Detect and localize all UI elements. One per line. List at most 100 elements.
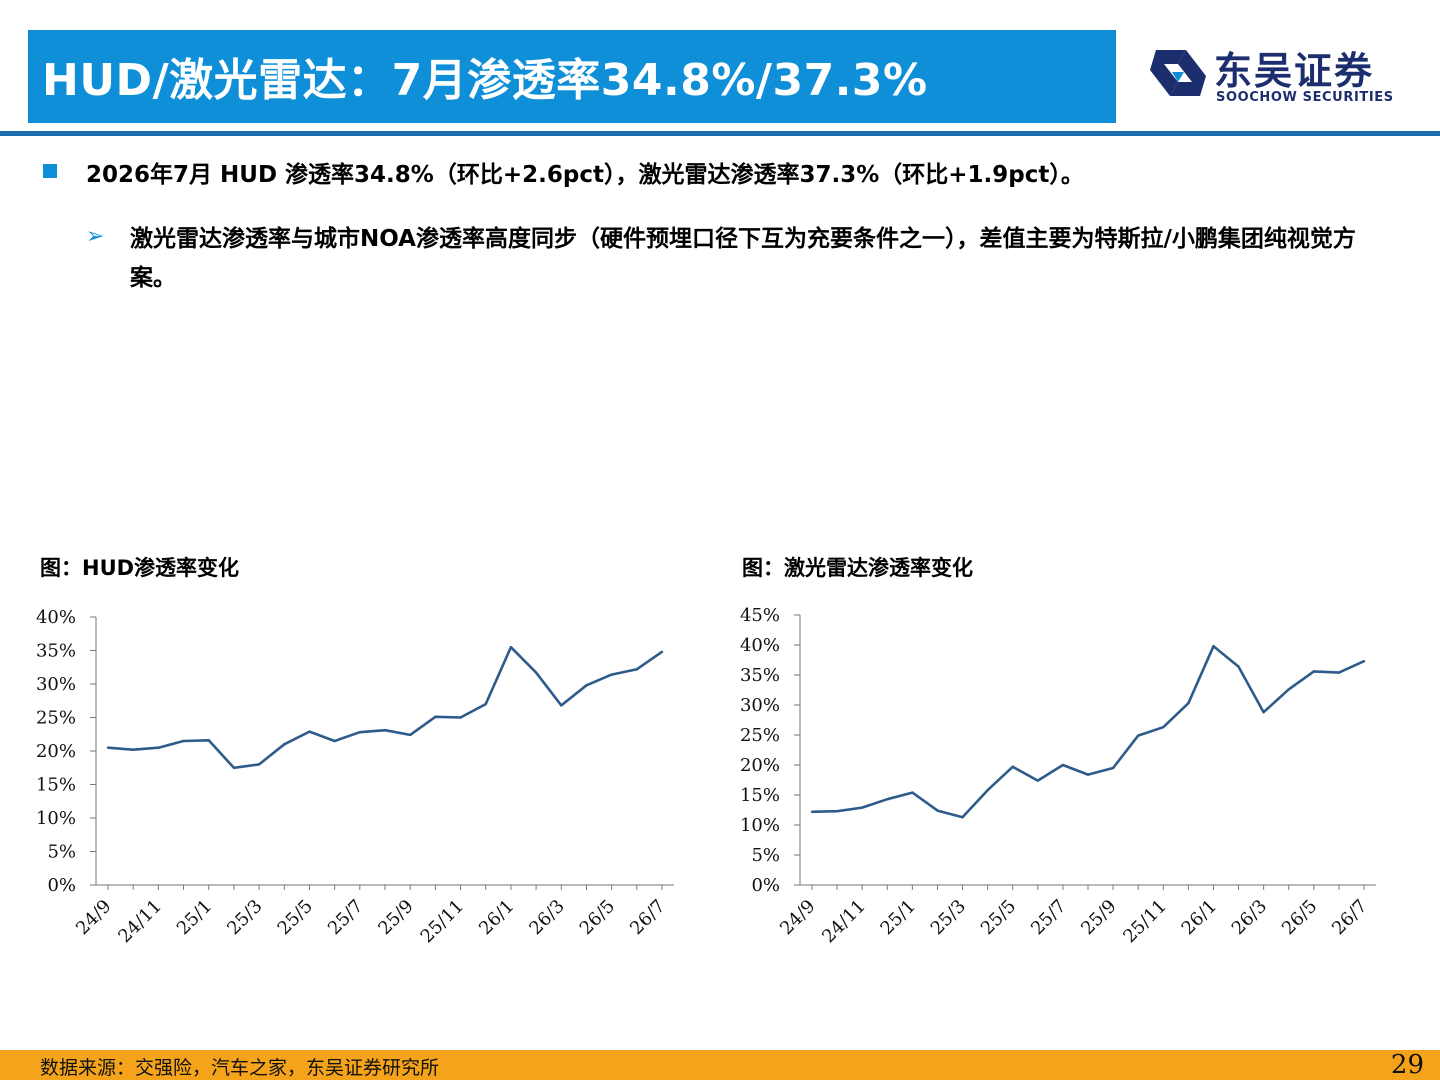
header-divider bbox=[0, 131, 1440, 136]
data-point bbox=[1111, 766, 1115, 770]
data-point bbox=[131, 748, 135, 751]
lidar-chart-svg: 0%5%10%15%20%25%30%35%40%45%24/924/11 25/… bbox=[740, 605, 1376, 948]
data-point bbox=[459, 716, 462, 719]
x-tick-label: 25/9 bbox=[374, 896, 417, 939]
data-point bbox=[961, 816, 964, 819]
data-point bbox=[534, 671, 538, 674]
data-point bbox=[1362, 660, 1366, 663]
page-title: HUD/激光雷达：7月渗透率34.8%/37.3% bbox=[42, 55, 928, 106]
data-point bbox=[509, 645, 513, 649]
x-tick-label: 25/5 bbox=[274, 896, 317, 939]
data-point bbox=[333, 739, 336, 743]
data-point bbox=[1262, 711, 1265, 714]
bullet-square-icon bbox=[43, 164, 57, 178]
y-tick-label: 35% bbox=[36, 641, 76, 662]
y-tick-label: 10% bbox=[740, 815, 780, 836]
data-point bbox=[835, 810, 839, 813]
y-tick-label: 15% bbox=[740, 785, 780, 806]
x-tick-label: 25/11 bbox=[417, 896, 469, 948]
series-line bbox=[811, 644, 1365, 819]
hud-chart: 0% 5% 10% 15% 20% 25% 30% 35% 40% 24/9 24/11 25/1 25… bbox=[22, 595, 694, 967]
lidar-chart: 0% 5% 10% 15% 20% 25% 30% 35% 40% 45% 24/9 24/11 25/… bbox=[726, 595, 1394, 967]
y-tick-label: 40% bbox=[740, 635, 780, 656]
company-logo: 东吴证券 SOOCHOW SECURITIES bbox=[1148, 40, 1418, 110]
footer-bar: 数据来源：交强险，汽车之家，东吴证券研究所 29 bbox=[0, 1050, 1440, 1080]
data-point bbox=[283, 743, 286, 746]
y-tick-label: 15% bbox=[36, 775, 76, 796]
y-tick-label: 20% bbox=[740, 755, 780, 776]
x-tick-label: 26/3 bbox=[525, 896, 568, 939]
data-point bbox=[1287, 688, 1290, 691]
data-point bbox=[207, 739, 210, 742]
data-point bbox=[1337, 671, 1341, 674]
logo-text-en: SOOCHOW SECURITIES bbox=[1216, 90, 1394, 105]
data-point bbox=[585, 684, 588, 687]
soochow-logo-icon bbox=[1150, 50, 1206, 96]
data-point bbox=[434, 715, 437, 719]
y-tick-label: 20% bbox=[36, 741, 76, 762]
x-tick-label: 25/3 bbox=[927, 896, 970, 939]
chart-title-hud: 图：HUD渗透率变化 bbox=[40, 556, 240, 580]
y-tick-label: 10% bbox=[36, 808, 76, 829]
sub-bullet: 激光雷达渗透率与城市NOA渗透率高度同步（硬件预埋口径下互为充要条件之一），差值… bbox=[130, 226, 1356, 291]
series-line bbox=[107, 645, 663, 770]
title-bar: HUD/激光雷达：7月渗透率34.8%/37.3% bbox=[28, 30, 1116, 123]
sub-bullet-arrow-icon: ➢ bbox=[86, 224, 105, 249]
data-point bbox=[308, 730, 311, 733]
data-point bbox=[1187, 702, 1190, 705]
chart-title-lidar: 图：激光雷达渗透率变化 bbox=[742, 556, 973, 580]
x-tick-label: 26/5 bbox=[1278, 896, 1321, 939]
data-point bbox=[986, 789, 989, 792]
x-tick-label: 26/5 bbox=[576, 896, 619, 939]
data-point bbox=[1086, 773, 1090, 776]
x-tick-label: 26/1 bbox=[475, 896, 518, 939]
data-point bbox=[860, 806, 864, 809]
y-tick-label: 0% bbox=[47, 875, 76, 896]
x-tick-label: 25/7 bbox=[324, 896, 367, 939]
page-number: 29 bbox=[1390, 1050, 1424, 1080]
x-tick-label: 25/9 bbox=[1077, 896, 1120, 939]
x-tick-label: 26/7 bbox=[626, 896, 669, 939]
x-tick-label: 26/3 bbox=[1228, 896, 1271, 939]
main-bullet: 2026年7月 HUD 渗透率34.8%（环比+2.6pct），激光雷达渗透率3… bbox=[86, 162, 1084, 188]
x-tick-label: 25/3 bbox=[223, 896, 266, 939]
x-tick-label: 24/9 bbox=[72, 896, 115, 939]
data-point bbox=[560, 704, 563, 707]
x-tick-label: 25/7 bbox=[1027, 896, 1070, 939]
data-point bbox=[1136, 734, 1140, 737]
y-tick-label: 40% bbox=[36, 607, 76, 628]
y-tick-label: 25% bbox=[740, 725, 780, 746]
y-tick-label: 45% bbox=[740, 605, 780, 626]
data-point bbox=[106, 746, 110, 749]
x-tick-label: 24/9 bbox=[776, 896, 819, 939]
data-point bbox=[182, 739, 185, 743]
data-point bbox=[810, 810, 814, 813]
data-point bbox=[1162, 726, 1165, 729]
data-point bbox=[408, 733, 412, 737]
hud-chart-svg: 0%5%10%15%20%25%30%35%40%24/924/11 25/1 25… bbox=[36, 607, 674, 948]
x-tick-label: 25/11 bbox=[1119, 896, 1171, 948]
data-point bbox=[610, 673, 613, 676]
logo-text-cn: 东吴证券 bbox=[1214, 49, 1375, 93]
data-point bbox=[911, 791, 914, 794]
data-point bbox=[358, 731, 362, 734]
x-tick-label: 25/1 bbox=[876, 896, 919, 939]
data-point bbox=[232, 766, 236, 769]
data-point bbox=[1036, 779, 1040, 782]
data-point bbox=[1061, 763, 1065, 767]
x-tick-label: 24/11 bbox=[818, 896, 870, 948]
x-tick-label: 26/7 bbox=[1328, 896, 1371, 939]
data-point bbox=[157, 746, 160, 749]
data-point bbox=[1312, 670, 1316, 673]
data-point bbox=[383, 729, 387, 732]
y-tick-label: 30% bbox=[740, 695, 780, 716]
x-tick-label: 25/1 bbox=[173, 896, 216, 939]
data-point bbox=[1011, 765, 1014, 768]
y-tick-label: 0% bbox=[751, 875, 780, 896]
y-tick-label: 35% bbox=[740, 665, 780, 686]
data-point bbox=[635, 668, 639, 671]
data-point bbox=[660, 650, 664, 654]
data-source: 数据来源：交强险，汽车之家，东吴证券研究所 bbox=[40, 1057, 440, 1079]
data-point bbox=[886, 798, 889, 801]
data-point bbox=[257, 763, 261, 766]
